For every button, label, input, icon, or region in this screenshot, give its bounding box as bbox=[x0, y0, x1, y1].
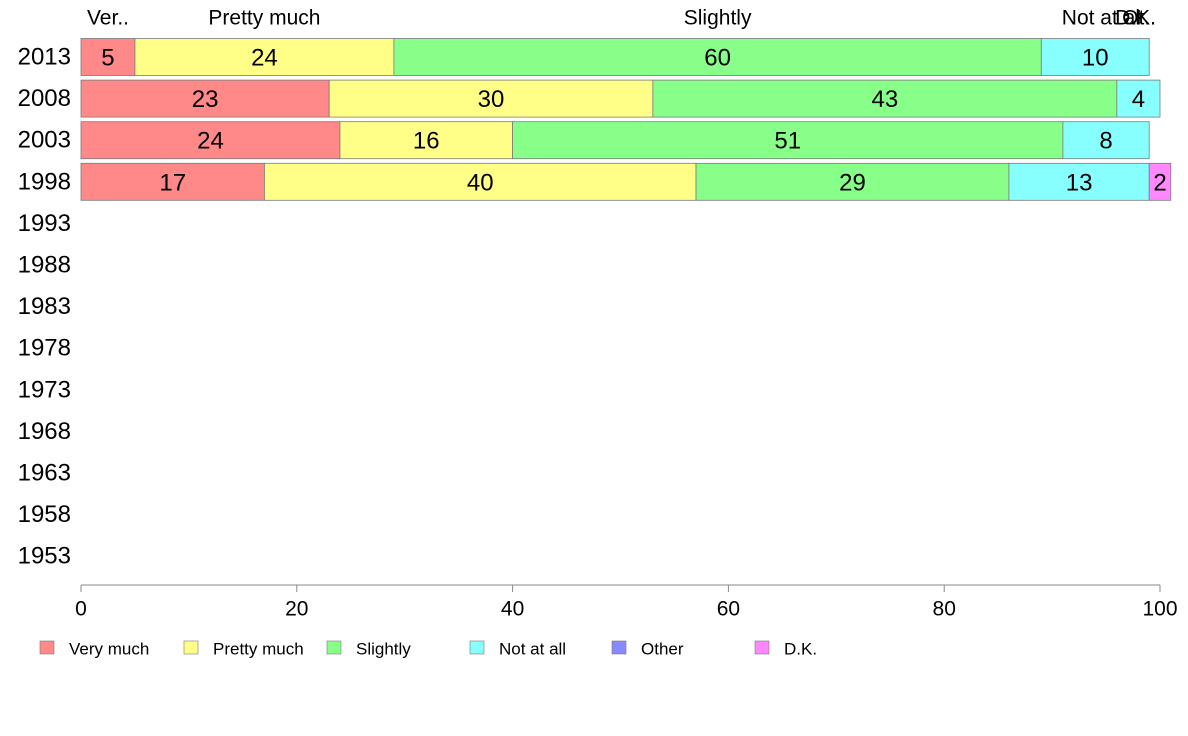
bar-2003-not-at-all bbox=[1062, 121, 1150, 160]
legend-swatch-d-k bbox=[754, 640, 770, 655]
y-tick-label-1973: 1973 bbox=[18, 376, 71, 403]
y-tick-label-1993: 1993 bbox=[18, 210, 71, 237]
bar-2008-very-much bbox=[80, 79, 330, 118]
data-label-2008-slightly: 43 bbox=[872, 86, 899, 113]
data-label-2008-very-much: 23 bbox=[192, 86, 219, 113]
bar-1998-slightly bbox=[695, 162, 1010, 201]
top-label-pretty-much: Pretty much bbox=[208, 7, 320, 30]
data-label-1998-slightly: 29 bbox=[839, 169, 866, 196]
y-tick-label-1953: 1953 bbox=[18, 543, 71, 570]
data-label-1998-pretty-much: 40 bbox=[467, 169, 494, 196]
x-axis: 0 20 40 60 80 100 bbox=[75, 584, 1178, 621]
bar-2013-not-at-all bbox=[1040, 38, 1150, 76]
top-label-not-at-all: Not at al bbox=[1062, 7, 1140, 30]
y-tick-label-1983: 1983 bbox=[18, 293, 71, 320]
legend-label-other: Other bbox=[641, 640, 684, 659]
x-tick-label-40: 40 bbox=[501, 598, 524, 621]
y-tick-label-2013: 2013 bbox=[18, 44, 71, 71]
data-label-2013-pretty-much: 24 bbox=[251, 45, 278, 72]
legend-swatch-slightly bbox=[326, 640, 342, 655]
legend-label-d-k: D.K. bbox=[784, 640, 817, 659]
x-tick-label-0: 0 bbox=[75, 598, 87, 621]
data-label-2013-not-at-all: 10 bbox=[1082, 45, 1109, 72]
x-tick-label-20: 20 bbox=[285, 598, 308, 621]
data-label-1998-very-much: 17 bbox=[159, 169, 186, 196]
data-label-2013-slightly: 60 bbox=[704, 45, 731, 72]
top-label-slightly: Slightly bbox=[684, 7, 752, 30]
data-label-2003-not-at-all: 8 bbox=[1099, 128, 1112, 155]
top-label-very-much: Ver.. bbox=[87, 7, 129, 30]
x-tick-label-80: 80 bbox=[933, 598, 956, 621]
data-label-1998-not-at-all: 13 bbox=[1066, 169, 1093, 196]
bar-1998-d-k bbox=[1148, 162, 1172, 201]
bar-2008-pretty-much bbox=[328, 79, 654, 118]
legend-swatch-other bbox=[611, 640, 627, 655]
legend-label-not-at-all: Not at all bbox=[499, 640, 566, 659]
y-tick-label-1958: 1958 bbox=[18, 501, 71, 528]
bars-group: 5 24 60 10 23 30 43 4 24 16 51 8 17 40 29 13 2 bbox=[80, 38, 1172, 201]
top-label-d-k: D.K. bbox=[1115, 7, 1156, 30]
legend: Very much Pretty much Slightly Not at all Ot… bbox=[39, 640, 817, 659]
data-label-2003-very-much: 24 bbox=[197, 128, 224, 155]
y-tick-label-2008: 2008 bbox=[18, 85, 71, 112]
bar-2003-slightly bbox=[512, 121, 1064, 160]
y-tick-label-1998: 1998 bbox=[18, 168, 71, 195]
bar-1998-very-much bbox=[80, 162, 265, 201]
y-axis-labels: 2013 2008 2003 1998 1993 1988 1983 1978 1973 1968… bbox=[18, 44, 71, 570]
y-tick-label-1988: 1988 bbox=[18, 252, 71, 279]
data-label-1998-d-k: 2 bbox=[1153, 169, 1166, 196]
bar-2008-not-at-all bbox=[1116, 79, 1161, 118]
top-category-labels: Ver.. Pretty much Slightly Not at alD.K.Ot.… bbox=[87, 7, 1156, 30]
legend-swatch-very-much bbox=[39, 640, 55, 655]
legend-label-pretty-much: Pretty much bbox=[213, 640, 304, 659]
bar-1998-not-at-all bbox=[1008, 162, 1150, 201]
bar-2013-slightly bbox=[393, 38, 1042, 76]
bar-1998-pretty-much bbox=[264, 162, 697, 201]
legend-label-slightly: Slightly bbox=[356, 640, 411, 659]
y-tick-label-2003: 2003 bbox=[18, 127, 71, 154]
legend-swatch-not-at-all bbox=[469, 640, 485, 655]
y-tick-label-1963: 1963 bbox=[18, 460, 71, 487]
x-tick-label-100: 100 bbox=[1142, 598, 1177, 621]
legend-swatch-pretty-much bbox=[183, 640, 199, 655]
x-tick-label-60: 60 bbox=[717, 598, 740, 621]
data-label-2003-slightly: 51 bbox=[774, 128, 801, 155]
y-tick-label-1978: 1978 bbox=[18, 335, 71, 362]
bar-2003-very-much bbox=[80, 121, 341, 160]
bar-2008-slightly bbox=[652, 79, 1118, 118]
data-label-2013-very-much: 5 bbox=[101, 45, 114, 72]
data-label-2008-pretty-much: 30 bbox=[478, 86, 505, 113]
bar-2013-very-much bbox=[80, 38, 136, 76]
data-label-2008-not-at-all: 4 bbox=[1132, 86, 1145, 113]
y-tick-label-1968: 1968 bbox=[18, 418, 71, 445]
top-label-other: Ot.. bbox=[1122, 7, 1156, 30]
data-label-2003-pretty-much: 16 bbox=[413, 128, 440, 155]
legend-label-very-much: Very much bbox=[69, 640, 149, 659]
